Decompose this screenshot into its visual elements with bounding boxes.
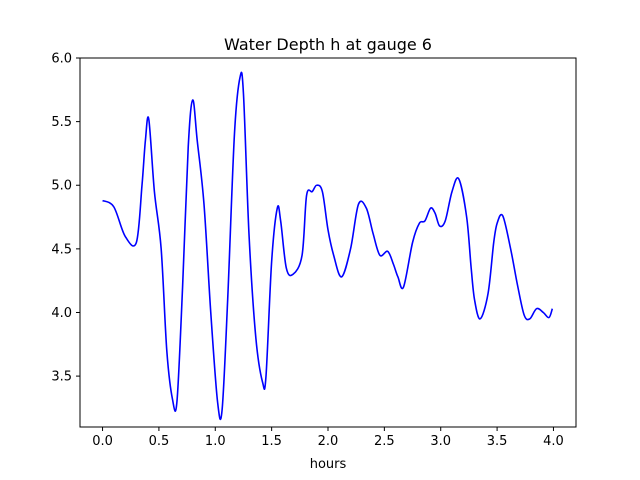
x-tick-label: 3.0 [430,434,451,449]
axes-frame [79,57,577,428]
x-tick-label: 2.5 [374,434,395,449]
y-tick-label: 6.0 [51,52,72,67]
x-tick-label: 0.0 [92,434,113,449]
y-tick-label: 5.5 [51,115,72,130]
x-tick-label: 0.5 [149,434,170,449]
y-axis: 3.5 4.0 4.5 5.0 5.5 6.0 [51,52,80,385]
y-tick-label: 5.0 [51,179,72,194]
y-tick-label: 4.5 [51,242,72,257]
series-layer [102,71,554,421]
y-tick-label: 4.0 [51,306,72,321]
x-tick-label: 3.5 [487,434,508,449]
chart-title: Water Depth h at gauge 6 [224,35,432,54]
x-tick-label: 1.5 [261,434,282,449]
x-axis-label: hours [310,457,347,472]
plot-area [79,57,577,428]
x-axis: 0.0 0.5 1.0 1.5 2.0 2.5 3.0 3.5 4.0 [92,427,564,449]
x-tick-label: 1.0 [205,434,226,449]
y-tick-label: 3.5 [51,370,72,385]
x-tick-label: 4.0 [543,434,564,449]
x-tick-label: 2.0 [318,434,339,449]
series-line-0 [102,71,554,421]
